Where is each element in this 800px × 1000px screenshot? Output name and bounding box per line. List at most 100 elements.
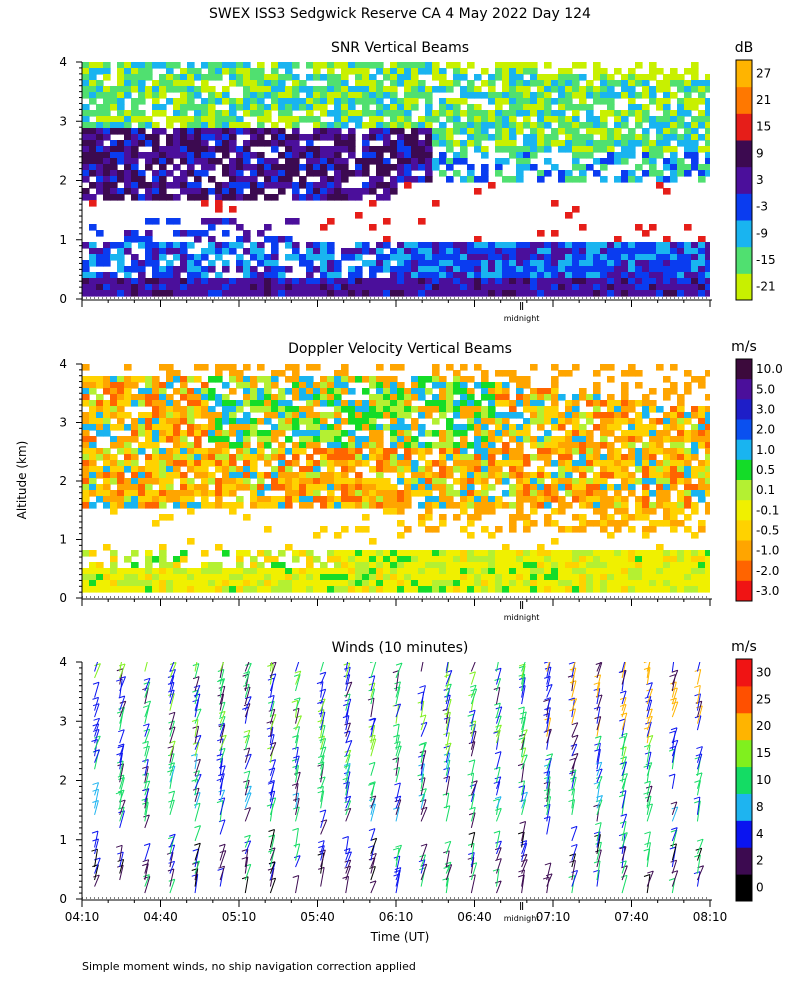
heatmap-cell [439, 272, 447, 279]
heatmap-cell [502, 290, 510, 297]
heatmap-cell [299, 152, 307, 159]
heatmap-cell [684, 260, 692, 267]
heatmap-cell [397, 134, 405, 141]
heatmap-cell [432, 406, 440, 413]
heatmap-cell [572, 490, 580, 497]
heatmap-cell [593, 140, 601, 147]
heatmap-cell [691, 152, 699, 159]
heatmap-cell [334, 448, 342, 455]
heatmap-cell [278, 586, 286, 593]
heatmap-cell [208, 562, 216, 569]
heatmap-cell [663, 254, 671, 261]
heatmap-cell [691, 484, 699, 491]
heatmap-cell [271, 436, 279, 443]
heatmap-cell [446, 248, 454, 255]
heatmap-cell [446, 472, 454, 479]
heatmap-cell [418, 278, 426, 285]
heatmap-cell [243, 448, 251, 455]
heatmap-cell [306, 260, 314, 267]
heatmap-cell [376, 92, 384, 99]
heatmap-cell [236, 436, 244, 443]
heatmap-cell [670, 170, 678, 177]
heatmap-cell [131, 472, 139, 479]
heatmap-cell [180, 448, 188, 455]
snr-panel-title: SNR Vertical Beams [331, 40, 469, 56]
heatmap-cell [201, 448, 209, 455]
heatmap-cell [649, 568, 657, 575]
heatmap-cell [166, 284, 174, 291]
heatmap-cell [390, 92, 398, 99]
heatmap-cell [572, 278, 580, 285]
heatmap-cell [131, 140, 139, 147]
heatmap-cell [439, 448, 447, 455]
heatmap-cell [558, 170, 566, 177]
heatmap-cell [89, 562, 97, 569]
heatmap-cell [306, 472, 314, 479]
heatmap-cell [705, 430, 710, 437]
heatmap-cell [131, 68, 139, 75]
heatmap-cell [516, 122, 524, 129]
heatmap-cell [152, 400, 160, 407]
heatmap-cell [208, 388, 216, 395]
heatmap-cell [334, 562, 342, 569]
heatmap-cell [579, 266, 587, 273]
wind-barb [119, 729, 125, 744]
heatmap-cell [271, 484, 279, 491]
heatmap-cell [607, 376, 615, 383]
heatmap-cell [614, 508, 622, 515]
heatmap-cell [530, 472, 538, 479]
heatmap-cell [285, 376, 293, 383]
heatmap-cell [404, 80, 412, 87]
heatmap-cell [236, 448, 244, 455]
heatmap-cell [439, 562, 447, 569]
heatmap-cell [432, 140, 440, 147]
heatmap-cell [264, 430, 272, 437]
heatmap-cell [355, 92, 363, 99]
heatmap-cell [418, 158, 426, 165]
heatmap-cell [453, 170, 461, 177]
heatmap-cell [194, 388, 202, 395]
heatmap-cell [404, 448, 412, 455]
heatmap-cell [516, 514, 524, 521]
heatmap-cell [663, 158, 671, 165]
heatmap-cell [180, 388, 188, 395]
heatmap-cell [313, 248, 321, 255]
heatmap-cell [362, 92, 370, 99]
wind-barb [94, 800, 99, 815]
heatmap-cell [670, 514, 678, 521]
heatmap-cell [152, 194, 160, 201]
heatmap-cell [586, 418, 594, 425]
heatmap-cell [138, 290, 146, 297]
heatmap-cell [159, 562, 167, 569]
heatmap-cell [166, 562, 174, 569]
heatmap-cell [397, 242, 405, 249]
heatmap-cell [495, 412, 503, 419]
heatmap-cell [544, 242, 552, 249]
heatmap-cell [355, 460, 363, 467]
heatmap-cell [635, 508, 643, 515]
heatmap-cell [572, 478, 580, 485]
heatmap-cell [390, 140, 398, 147]
heatmap-cell [117, 128, 125, 135]
heatmap-cell [600, 478, 608, 485]
heatmap-cell [369, 62, 377, 69]
heatmap-cell [411, 104, 419, 111]
heatmap-cell [558, 110, 566, 117]
heatmap-cell [257, 98, 265, 105]
heatmap-cell [306, 272, 314, 279]
heatmap-cell [439, 490, 447, 497]
heatmap-cell [159, 164, 167, 171]
heatmap-cell [621, 520, 629, 527]
heatmap-cell [320, 436, 328, 443]
heatmap-cell [145, 158, 153, 165]
heatmap-cell [628, 478, 636, 485]
heatmap-cell [481, 466, 489, 473]
heatmap-cell [236, 484, 244, 491]
y-tick-label: 1 [59, 533, 67, 547]
heatmap-cell [96, 116, 104, 123]
heatmap-cell [82, 586, 90, 593]
heatmap-cell [96, 272, 104, 279]
heatmap-cell [474, 176, 482, 183]
heatmap-cell [96, 412, 104, 419]
colorbar-swatch [736, 113, 752, 141]
